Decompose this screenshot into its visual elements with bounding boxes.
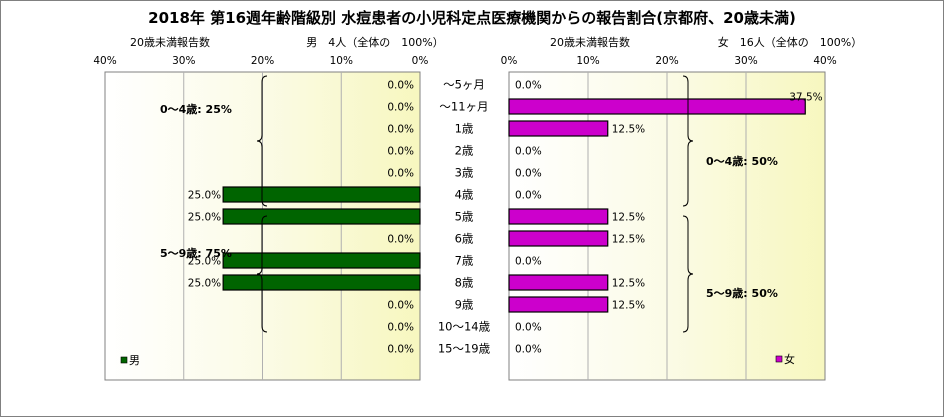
female-value-label: 12.5% xyxy=(612,234,645,246)
category-label: 4歳 xyxy=(455,188,474,202)
female-tick-label: 30% xyxy=(734,55,757,67)
female-bar xyxy=(508,208,609,225)
male-panel: 40% 30% 20% 10% 0% 20歳未満報告数 男 4人（全体の 100%） 0.0%… xyxy=(93,35,444,381)
female-value-label: 0.0% xyxy=(515,322,542,334)
female-group-label: 5～9歳: 50% xyxy=(706,286,778,300)
chart-title: 2018年 第16週年齢階級別 水痘患者の小児科定点医療機関からの報告割合(京都… xyxy=(148,9,796,27)
category-labels: ～5ヶ月 ～11ヶ月 1歳 2歳 3歳 4歳 5歳 6歳 7歳 8歳 9歳 10～14歳 15～19歳 xyxy=(438,78,491,356)
male-value-label: 0.0% xyxy=(387,80,414,92)
female-bar xyxy=(508,230,609,247)
male-value-label: 25.0% xyxy=(188,256,221,268)
male-group-label: 0～4歳: 25% xyxy=(160,102,232,116)
female-group-brace xyxy=(682,75,694,207)
female-value-label: 0.0% xyxy=(515,256,542,268)
female-value-label: 12.5% xyxy=(612,278,645,290)
male-tick-label: 40% xyxy=(93,55,116,67)
category-label: 6歳 xyxy=(455,232,474,246)
male-value-label: 0.0% xyxy=(387,102,414,114)
category-label: 8歳 xyxy=(455,276,474,290)
male-value-label: 0.0% xyxy=(387,300,414,312)
category-label: 15～19歳 xyxy=(438,342,491,356)
category-label: ～5ヶ月 xyxy=(443,78,485,92)
male-group-label: 5～9歳: 75% xyxy=(160,246,232,260)
male-value-label: 0.0% xyxy=(387,234,414,246)
female-value-label: 12.5% xyxy=(612,212,645,224)
female-bar xyxy=(508,296,609,313)
female-value-label: 12.5% xyxy=(612,124,645,136)
male-legend-swatch xyxy=(120,356,128,364)
category-label: 9歳 xyxy=(455,298,474,312)
category-label: 5歳 xyxy=(455,210,474,224)
male-value-label: 0.0% xyxy=(387,344,414,356)
category-label: 10～14歳 xyxy=(438,320,491,334)
category-label: 1歳 xyxy=(455,122,474,136)
male-bar xyxy=(222,252,421,269)
male-value-label: 0.0% xyxy=(387,322,414,334)
female-header: 女 16人（全体の 100%） xyxy=(718,35,862,49)
female-tick-label: 0% xyxy=(501,55,518,67)
female-value-label: 0.0% xyxy=(515,168,542,180)
category-label: 3歳 xyxy=(455,166,474,180)
male-bar xyxy=(222,208,421,225)
female-value-label: 12.5% xyxy=(612,300,645,312)
male-value-label: 0.0% xyxy=(387,146,414,158)
male-value-label: 25.0% xyxy=(188,278,221,290)
female-tick-label: 40% xyxy=(813,55,836,67)
female-value-label: 0.0% xyxy=(515,146,542,158)
male-bar xyxy=(222,186,421,203)
male-group-brace xyxy=(256,75,268,207)
female-value-label: 37.5% xyxy=(789,92,822,104)
male-tick-label: 20% xyxy=(251,55,274,67)
male-tick-label: 10% xyxy=(330,55,353,67)
male-legend-label: 男 xyxy=(129,354,140,367)
category-label: 2歳 xyxy=(455,144,474,158)
male-value-label: 25.0% xyxy=(188,190,221,202)
male-bar xyxy=(222,274,421,291)
male-tick-label: 0% xyxy=(412,55,429,67)
female-value-label: 0.0% xyxy=(515,80,542,92)
female-value-label: 0.0% xyxy=(515,190,542,202)
female-legend-label: 女 xyxy=(784,352,795,366)
category-label: 7歳 xyxy=(455,254,474,268)
male-group-brace xyxy=(256,215,268,333)
male-value-label: 25.0% xyxy=(188,212,221,224)
female-group-brace xyxy=(682,215,694,333)
female-tick-label: 10% xyxy=(576,55,599,67)
male-tick-label: 30% xyxy=(172,55,195,67)
category-label: ～11ヶ月 xyxy=(439,100,488,114)
female-value-label: 0.0% xyxy=(515,344,542,356)
male-header: 男 4人（全体の 100%） xyxy=(306,35,443,49)
female-group-label: 0～4歳: 50% xyxy=(706,154,778,168)
female-bar xyxy=(508,274,609,291)
female-tick-label: 20% xyxy=(655,55,678,67)
female-bar xyxy=(508,120,609,137)
female-bar xyxy=(508,98,806,115)
female-axis-label: 20歳未満報告数 xyxy=(550,36,630,49)
male-value-label: 0.0% xyxy=(387,168,414,180)
female-panel: 0% 10% 20% 30% 40% 20歳未満報告数 女 16人（全体の 100%） 0.0… xyxy=(501,35,862,381)
male-axis-label: 20歳未満報告数 xyxy=(130,36,210,49)
female-legend-swatch xyxy=(775,355,783,363)
male-value-label: 0.0% xyxy=(387,124,414,136)
